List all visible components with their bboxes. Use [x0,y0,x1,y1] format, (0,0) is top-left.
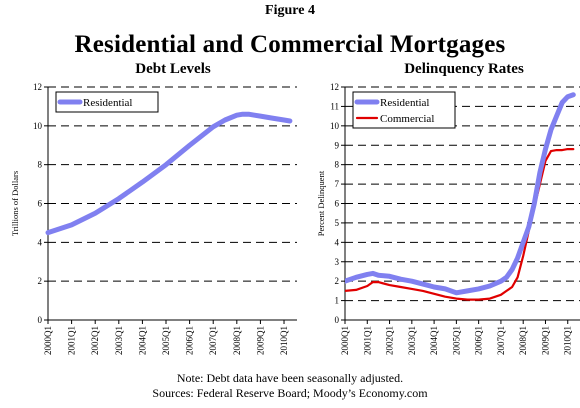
y-tick-label: 8 [335,160,340,170]
legend-box [55,91,159,113]
x-tick-label: 2007Q1 [496,326,506,355]
series-line-residential [45,111,293,236]
x-tick-label: 2005Q1 [161,326,171,355]
legend-label: Residential [83,97,133,109]
x-tick-label: 2010Q1 [279,326,289,355]
footer-note: Note: Debt data have been seasonally adj… [176,371,404,385]
footer-sources: Sources: Federal Reserve Board; Moody’s … [152,386,428,400]
y-tick-label: 10 [33,121,43,131]
chart-title: Delinquency Rates [404,61,524,77]
chart-title: Debt Levels [135,61,211,77]
y-tick-label: 7 [335,179,340,189]
x-tick-label: 2006Q1 [185,326,195,355]
chart-debt-levels: Debt Levels Trillions of Dollars 0 2 4 6 8 10 12… [10,61,297,355]
series-line-residential [345,92,576,296]
x-tick-label: 2001Q1 [362,326,372,355]
x-tick-label: 2002Q1 [90,326,100,355]
y-tick-label: 9 [335,140,340,150]
x-tick-label: 2003Q1 [407,326,417,355]
legend: Residential [55,91,159,113]
x-tick-label: 2001Q1 [67,326,77,355]
x-tick-label: 2007Q1 [208,326,218,355]
series-line-commercial [345,148,575,301]
x-tick-label: 2010Q1 [563,326,573,355]
y-tick-label: 5 [335,218,340,228]
x-tick-label: 2000Q1 [340,326,350,355]
main-title: Residential and Commercial Mortgages [74,31,506,58]
y-tick-label: 12 [33,82,42,92]
x-tick-label: 2003Q1 [114,326,124,355]
legend-label: Residential [380,97,430,109]
x-tick-label: 2004Q1 [137,326,147,355]
x-tick-label: 2000Q1 [43,326,53,355]
y-tick-label: 0 [335,315,340,325]
legend-box [352,91,456,129]
y-tick-label: 12 [330,82,339,92]
y-tick-label: 6 [335,199,340,209]
x-tick-label: 2004Q1 [429,326,439,355]
x-tick-label: 2008Q1 [232,326,242,355]
y-tick-label: 8 [38,160,43,170]
figure-label: Figure 4 [265,3,315,18]
y-tick-label: 2 [38,276,43,286]
y-axis-label: Percent Delinquent [316,170,326,236]
series-group [345,92,576,301]
legend: Residential Commercial [352,91,456,129]
y-tick-label: 2 [335,276,340,286]
y-tick-label: 11 [330,101,339,111]
y-tick-label: 10 [330,121,340,131]
y-tick-label: 4 [38,237,43,247]
x-tick-label: 2002Q1 [385,326,395,355]
x-tick-label: 2005Q1 [451,326,461,355]
x-tick-label: 2009Q1 [540,326,550,355]
y-tick-label: 1 [335,296,340,306]
y-tick-label: 6 [38,199,43,209]
x-tick-label: 2006Q1 [474,326,484,355]
y-axis-label: Trillions of Dollars [10,171,20,236]
x-tick-label: 2008Q1 [518,326,528,355]
y-tick-label: 4 [335,237,340,247]
y-tick-label: 3 [335,257,340,267]
y-tick-label: 0 [38,315,43,325]
x-tick-label: 2009Q1 [255,326,265,355]
legend-label: Commercial [380,113,434,125]
